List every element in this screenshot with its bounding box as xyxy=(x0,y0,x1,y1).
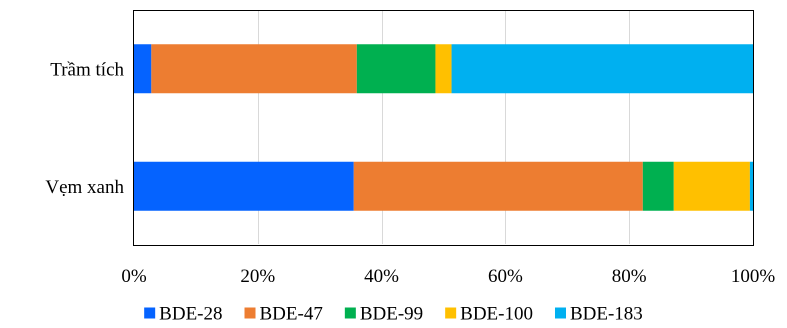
bar-1-bde-47 xyxy=(353,161,643,211)
bar-0-bde-28 xyxy=(134,44,152,94)
legend-label-bde-28: BDE-28 xyxy=(159,304,222,325)
bars xyxy=(134,44,753,211)
legend-swatch-bde-99 xyxy=(344,307,356,319)
category-label-1: Vẹm xanh xyxy=(45,177,124,198)
bar-1-bde-99 xyxy=(642,161,674,211)
x-tick-label-0: 0% xyxy=(121,266,147,287)
legend-swatch-bde-47 xyxy=(244,307,256,319)
legend-label-bde-99: BDE-99 xyxy=(360,304,423,325)
bar-1-bde-100 xyxy=(673,161,750,211)
legend-swatch-bde-183 xyxy=(554,307,566,319)
legend-swatch-bde-100 xyxy=(445,307,457,319)
category-label-0: Trầm tích xyxy=(50,59,124,80)
x-tick-label-60: 60% xyxy=(488,266,523,287)
x-tick-labels: 0% 20% 40% 60% 80% 100% xyxy=(121,266,775,287)
x-tick-label-20: 20% xyxy=(240,266,275,287)
bar-1-bde-183 xyxy=(749,161,753,211)
category-labels: Trầm tích Vẹm xanh xyxy=(45,59,124,198)
legend-label-bde-47: BDE-47 xyxy=(260,304,323,325)
x-tick-label-80: 80% xyxy=(612,266,647,287)
bar-0-bde-183 xyxy=(451,44,753,94)
bar-1-bde-28 xyxy=(134,161,354,211)
bar-0-bde-47 xyxy=(151,44,357,94)
x-tick-label-40: 40% xyxy=(364,266,399,287)
x-tick-label-100: 100% xyxy=(731,266,776,287)
plot-area-border xyxy=(133,10,754,246)
legend-swatch-bde-28 xyxy=(144,307,156,319)
legend-label-bde-100: BDE-100 xyxy=(460,304,533,325)
legend-label-bde-183: BDE-183 xyxy=(570,304,643,325)
legend: BDE-28 BDE-47 BDE-99 BDE-100 BDE-183 xyxy=(144,304,643,325)
bar-0-bde-100 xyxy=(435,44,452,94)
bar-0-bde-99 xyxy=(356,44,436,94)
